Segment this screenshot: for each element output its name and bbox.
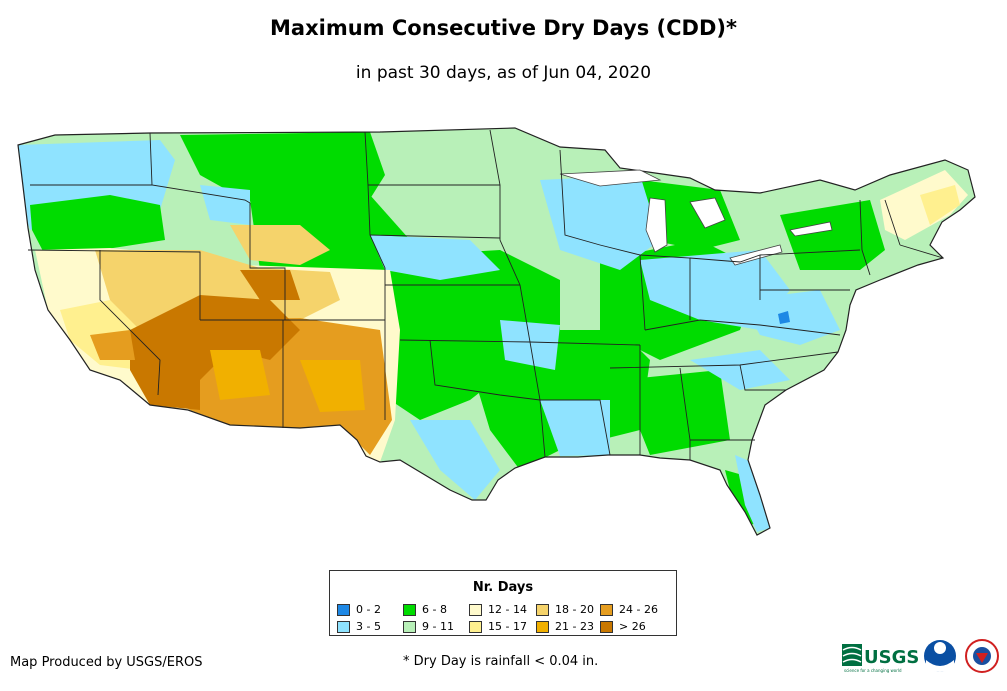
region-21-23-days (300, 360, 365, 412)
region-3-5-days (540, 400, 610, 456)
legend-title: Nr. Days (472, 580, 534, 595)
noaa-inner-icon (934, 642, 946, 654)
state-boundaries (27, 129, 944, 460)
dry-day-footnote: * Dry Day is rainfall < 0.04 in. (403, 654, 599, 669)
lake-ontario (789, 221, 833, 237)
noaa-seal-icon (924, 640, 956, 672)
usgs-tagline: science for a changing world (844, 668, 902, 673)
legend-swatch-18-20 (536, 603, 549, 616)
legend-swatch-15-17 (469, 620, 482, 633)
legend-label: 9 - 11 (422, 620, 454, 633)
state-line (689, 254, 761, 300)
region-3-5-days (370, 235, 500, 280)
legend-item-6-8: 6 - 8 (403, 602, 469, 617)
legend-label: 6 - 8 (422, 603, 447, 616)
state-line (644, 319, 841, 336)
legend-swatch-21-23 (536, 620, 549, 633)
state-line (739, 364, 786, 391)
legend-label: 21 - 23 (555, 620, 594, 633)
state-line (429, 339, 541, 401)
state-line (369, 234, 501, 239)
legend-swatch-over-26 (600, 620, 613, 633)
legend-item-18-20: 18 - 20 (536, 602, 600, 617)
state-line (540, 399, 611, 456)
region-24-26-days (90, 330, 135, 360)
legend-swatch-6-8 (403, 603, 416, 616)
legend-items: 0 - 2 6 - 8 12 - 14 18 - 20 24 - 26 3 - … (337, 602, 667, 634)
legend-label: > 26 (619, 620, 646, 633)
legend-swatch-0-2 (337, 603, 350, 616)
legend-item-24-26: 24 - 26 (600, 602, 667, 617)
region-3-5-days (690, 350, 790, 390)
legend-swatch-9-11 (403, 620, 416, 633)
usgs-wave-lines-icon (842, 646, 862, 663)
legend-swatch-12-14 (469, 603, 482, 616)
legend-label: 15 - 17 (488, 620, 527, 633)
legend: Nr. Days 0 - 2 6 - 8 12 - 14 18 - 20 24 … (329, 570, 677, 636)
usgs-logo-text: USGS (864, 647, 919, 668)
region-21-23-days (210, 350, 270, 400)
legend-item-over-26: > 26 (600, 619, 667, 634)
state-line (759, 249, 861, 256)
state-line (99, 250, 161, 396)
map-title: Maximum Consecutive Dry Days (CDD)* (270, 16, 737, 40)
legend-label: 24 - 26 (619, 603, 658, 616)
state-line (859, 199, 871, 276)
lake-erie (729, 244, 783, 266)
noaa-bird-icon (926, 660, 954, 672)
noaa-logo (924, 640, 956, 672)
legend-label: 12 - 14 (488, 603, 527, 616)
region-3-5-days (740, 290, 840, 345)
lake-michigan (645, 197, 668, 253)
region-6-8-days (620, 370, 730, 455)
region-18-20-days (230, 225, 330, 265)
region-6-8-days (30, 195, 165, 255)
legend-item-9-11: 9 - 11 (403, 619, 469, 634)
us-outline (17, 127, 976, 536)
state-line (27, 249, 201, 320)
nws-logo (965, 639, 999, 673)
region-0-2-days (778, 311, 790, 324)
state-line (249, 203, 286, 320)
region-6-8-days (180, 132, 385, 215)
map-credit: Map Produced by USGS/EROS (10, 655, 203, 670)
region-3-5-days (540, 175, 660, 270)
region-3-5-days (410, 420, 500, 500)
lake-huron (689, 197, 726, 229)
state-line (899, 244, 944, 259)
lake-superior (559, 169, 662, 187)
legend-item-3-5: 3 - 5 (337, 619, 403, 634)
map-subtitle: in past 30 days, as of Jun 04, 2020 (355, 63, 652, 83)
legend-label: 3 - 5 (356, 620, 381, 633)
state-line (529, 341, 641, 346)
legend-item-12-14: 12 - 14 (469, 602, 536, 617)
nws-flag-icon (976, 653, 988, 663)
state-line (399, 339, 531, 343)
usgs-logo: USGS science for a changing world (842, 644, 919, 673)
region-15-17-days (920, 185, 960, 225)
legend-swatch-24-26 (600, 603, 613, 616)
logo-group: USGS science for a changing world (842, 639, 999, 673)
state-line (559, 149, 601, 246)
legend-label: 0 - 2 (356, 603, 381, 616)
region-3-5-days (500, 320, 560, 370)
legend-item-0-2: 0 - 2 (337, 602, 403, 617)
legend-item-15-17: 15 - 17 (469, 619, 536, 634)
legend-swatch-3-5 (337, 620, 350, 633)
legend-label: 18 - 20 (555, 603, 594, 616)
state-line (149, 132, 251, 204)
state-line (884, 199, 901, 246)
legend-item-21-23: 21 - 23 (536, 619, 600, 634)
